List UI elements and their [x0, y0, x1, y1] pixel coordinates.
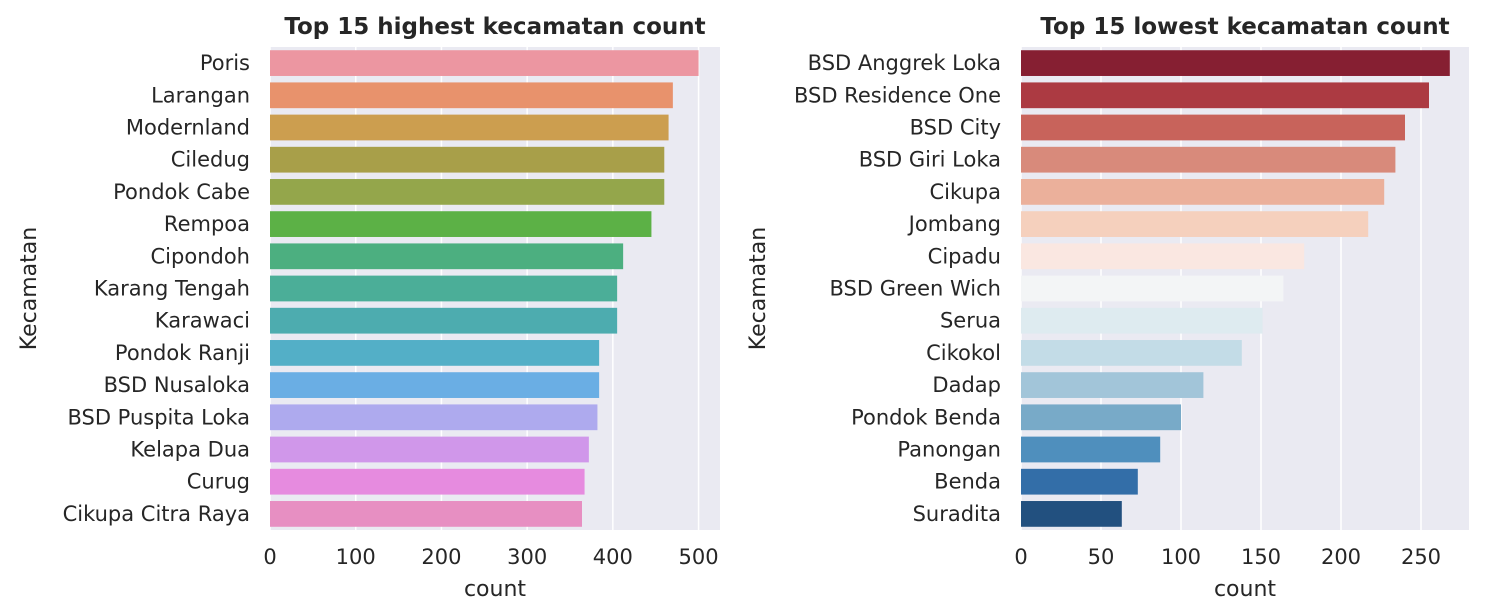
- bar: [1021, 307, 1263, 334]
- bar: [1021, 82, 1429, 109]
- y-tick-label: Cipondoh: [151, 244, 250, 268]
- y-axis-title: Kecamatan: [17, 227, 42, 350]
- bar: [270, 243, 624, 270]
- bar: [270, 436, 589, 463]
- y-tick-label: Serua: [940, 309, 1001, 333]
- x-axis-title: count: [464, 577, 526, 602]
- y-tick-label: Pondok Ranji: [115, 341, 250, 365]
- x-tick-label: 0: [1014, 545, 1027, 569]
- x-tick-label: 100: [336, 545, 376, 569]
- bar: [270, 468, 585, 495]
- y-tick-label: Panongan: [897, 438, 1001, 462]
- y-tick-label: BSD Anggrek Loka: [808, 51, 1001, 75]
- bar: [270, 82, 673, 109]
- y-tick-label: Kelapa Dua: [130, 438, 250, 462]
- y-tick-label: Karawaci: [155, 309, 250, 333]
- bar: [270, 146, 665, 173]
- x-tick-label: 100: [1161, 545, 1201, 569]
- bar: [1021, 146, 1396, 173]
- chart-panel-1: 0 100 200 300 400 500 Poris Larangan Modernland C…: [17, 14, 720, 602]
- y-tick-label: Ciledug: [171, 148, 250, 172]
- y-tick-label: Cikupa Citra Raya: [63, 502, 250, 526]
- bar: [1021, 275, 1284, 302]
- y-tick-label: BSD City: [910, 116, 1001, 140]
- bar: [270, 179, 665, 205]
- bar: [270, 340, 600, 366]
- y-tick-label: Dadap: [932, 373, 1001, 397]
- y-tick-label: Cikupa: [929, 180, 1001, 204]
- chart-title: Top 15 highest kecamatan count: [284, 14, 705, 40]
- bar: [1021, 501, 1122, 527]
- y-tick-label: BSD Residence One: [794, 83, 1001, 107]
- bar: [270, 372, 600, 398]
- x-tick-label: 500: [679, 545, 719, 569]
- chart-panel-2: 0 50 100 150 200 250 BSD Anggrek Loka BSD Resid…: [746, 14, 1469, 602]
- y-tick-label: Suradita: [913, 502, 1001, 526]
- bar: [1021, 179, 1385, 205]
- y-tick-label: Pondok Cabe: [113, 180, 250, 204]
- x-tick-label: 400: [593, 545, 633, 569]
- x-tick-label: 200: [1321, 545, 1361, 569]
- y-tick-label: BSD Nusaloka: [104, 373, 250, 397]
- y-tick-label: BSD Giri Loka: [859, 148, 1001, 172]
- bar: [1021, 404, 1181, 431]
- y-tick-label: Benda: [934, 470, 1001, 494]
- y-tick-label: Pondok Benda: [851, 405, 1001, 429]
- bar: [270, 211, 652, 237]
- y-tick-label: Rempoa: [164, 212, 250, 236]
- bar: [1021, 50, 1450, 76]
- y-tick-label: Cipadu: [928, 244, 1001, 268]
- y-tick-label: Jombang: [907, 212, 1001, 236]
- y-tick-label: Modernland: [126, 116, 250, 140]
- bar: [1021, 211, 1369, 237]
- x-tick-label: 250: [1401, 545, 1441, 569]
- x-tick-label: 0: [263, 545, 276, 569]
- x-tick-label: 200: [421, 545, 461, 569]
- y-tick-label: Karang Tengah: [94, 277, 250, 301]
- bar: [270, 114, 669, 141]
- bar: [1021, 468, 1138, 495]
- y-tick-label: BSD Green Wich: [830, 277, 1001, 301]
- bar: [270, 275, 618, 302]
- y-tick-label: Larangan: [151, 83, 250, 107]
- bar: [270, 50, 699, 76]
- bar: [270, 501, 582, 527]
- y-tick-label: Curug: [187, 470, 250, 494]
- bar: [1021, 340, 1242, 366]
- x-tick-label: 50: [1088, 545, 1115, 569]
- y-tick-label: Cikokol: [926, 341, 1001, 365]
- y-tick-label: BSD Puspita Loka: [67, 405, 250, 429]
- bar: [1021, 436, 1161, 463]
- y-tick-label: Poris: [200, 51, 250, 75]
- y-axis-title: Kecamatan: [746, 227, 771, 350]
- x-tick-label: 150: [1241, 545, 1281, 569]
- bar: [270, 404, 598, 431]
- bar: [1021, 372, 1204, 398]
- bar: [1021, 243, 1305, 270]
- chart-title: Top 15 lowest kecamatan count: [1040, 14, 1449, 40]
- x-axis-title: count: [1214, 577, 1276, 602]
- x-tick-label: 300: [507, 545, 547, 569]
- bar: [1021, 114, 1405, 141]
- bar: [270, 307, 618, 334]
